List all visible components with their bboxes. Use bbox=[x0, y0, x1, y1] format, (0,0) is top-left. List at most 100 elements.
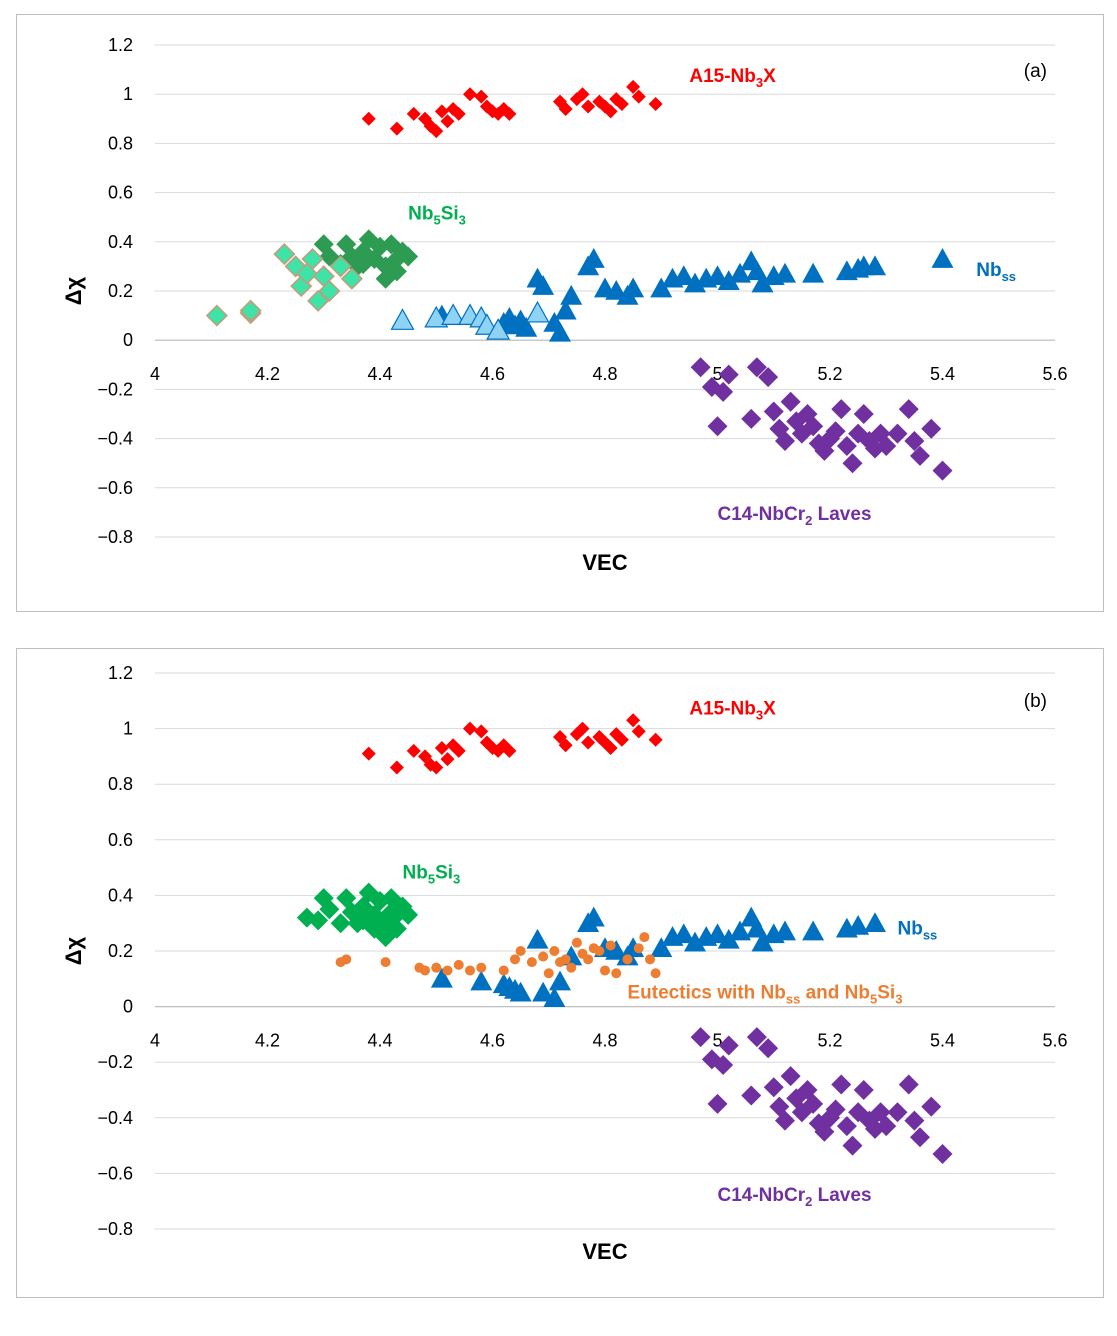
data-point bbox=[381, 902, 402, 923]
data-point bbox=[605, 280, 628, 300]
series-label-nbss: Nbss bbox=[898, 918, 938, 942]
data-point bbox=[758, 367, 779, 388]
label-subscript: 5 bbox=[433, 213, 440, 228]
data-point bbox=[842, 453, 863, 474]
data-point bbox=[465, 965, 475, 976]
data-point bbox=[853, 404, 874, 424]
data-point bbox=[560, 284, 583, 305]
data-point bbox=[543, 968, 554, 979]
data-point bbox=[831, 399, 852, 420]
data-point bbox=[375, 927, 396, 948]
data-point bbox=[515, 946, 526, 956]
data-point bbox=[718, 364, 739, 385]
data-point bbox=[390, 308, 415, 330]
data-point bbox=[626, 79, 641, 94]
y-tick-label: −0.6 bbox=[97, 1163, 133, 1183]
data-point bbox=[509, 981, 532, 1002]
data-point bbox=[307, 289, 330, 312]
data-point bbox=[532, 275, 555, 295]
data-point bbox=[633, 943, 644, 954]
data-point bbox=[361, 746, 376, 761]
y-tick-label: −0.8 bbox=[97, 1219, 133, 1239]
data-point bbox=[474, 89, 489, 104]
label-subscript: ss bbox=[1002, 269, 1016, 284]
x-tick-label: 4.4 bbox=[367, 1031, 392, 1051]
data-point bbox=[308, 910, 329, 931]
series-c14-nbcr2-laves bbox=[690, 357, 953, 481]
data-point bbox=[491, 743, 506, 758]
y-axis-title: Δχ bbox=[61, 936, 86, 965]
data-point bbox=[741, 1085, 762, 1106]
data-point bbox=[318, 279, 341, 303]
data-point bbox=[622, 954, 633, 965]
data-point bbox=[650, 968, 661, 979]
x-tick-label: 5.2 bbox=[817, 364, 842, 384]
data-point bbox=[429, 124, 444, 139]
data-point bbox=[717, 270, 740, 290]
data-point bbox=[386, 261, 407, 282]
x-tick-label: 5.4 bbox=[930, 364, 955, 384]
data-point bbox=[319, 899, 340, 920]
panel-label: (b) bbox=[1024, 691, 1047, 712]
data-point bbox=[775, 431, 795, 452]
data-point bbox=[571, 937, 582, 948]
data-point bbox=[645, 954, 655, 965]
x-tick-label: 5 bbox=[712, 1031, 722, 1051]
label-subscript: ss bbox=[786, 991, 800, 1006]
data-point bbox=[543, 987, 566, 1008]
data-point bbox=[386, 918, 407, 939]
y-tick-label: −0.4 bbox=[97, 429, 133, 449]
data-point bbox=[273, 243, 296, 266]
x-axis-title: VEC bbox=[582, 550, 627, 575]
label-subscript: 3 bbox=[756, 708, 763, 723]
data-point bbox=[582, 248, 605, 268]
data-point bbox=[560, 954, 571, 965]
data-point bbox=[600, 965, 610, 976]
data-point bbox=[672, 923, 695, 944]
data-point bbox=[904, 431, 925, 452]
data-point bbox=[429, 760, 444, 775]
data-point bbox=[434, 741, 449, 756]
data-point bbox=[847, 914, 870, 935]
label-text: and Nb bbox=[800, 982, 870, 1003]
series-label-eutectics: Eutectics with Nbss and Nb5Si3 bbox=[628, 982, 903, 1006]
data-point bbox=[614, 732, 629, 747]
y-tick-label: 0.4 bbox=[108, 885, 133, 905]
x-axis-title: VEC bbox=[582, 1239, 627, 1264]
y-tick-label: 0.2 bbox=[108, 281, 133, 301]
y-tick-label: 0 bbox=[123, 330, 133, 350]
y-tick-label: 0.8 bbox=[108, 133, 133, 153]
label-text: Si bbox=[877, 982, 895, 1003]
data-point bbox=[707, 416, 728, 437]
data-point bbox=[746, 357, 767, 378]
data-point bbox=[729, 262, 751, 283]
data-point bbox=[864, 255, 886, 276]
data-point bbox=[887, 1102, 908, 1123]
data-point bbox=[921, 418, 942, 439]
data-point bbox=[329, 255, 352, 278]
data-point bbox=[406, 743, 421, 758]
label-subscript: 2 bbox=[805, 1194, 812, 1209]
data-point bbox=[611, 968, 622, 979]
data-point bbox=[780, 1066, 801, 1087]
data-point bbox=[525, 300, 550, 323]
y-tick-label: 1 bbox=[123, 719, 133, 739]
data-point bbox=[746, 1027, 767, 1048]
data-point bbox=[690, 357, 711, 378]
data-point bbox=[581, 735, 596, 750]
data-point bbox=[631, 724, 646, 739]
y-tick-label: 1.2 bbox=[108, 663, 133, 683]
data-point bbox=[549, 321, 571, 342]
data-point bbox=[706, 923, 729, 944]
data-point bbox=[605, 940, 616, 951]
label-text: Si bbox=[441, 204, 459, 225]
x-tick-label: 5.2 bbox=[817, 1031, 842, 1051]
data-point bbox=[921, 1096, 942, 1117]
series-label-nbss: Nbss bbox=[976, 260, 1016, 284]
data-point bbox=[301, 247, 324, 271]
data-point bbox=[575, 87, 590, 102]
data-point bbox=[431, 962, 442, 973]
data-point bbox=[583, 954, 594, 965]
label-text: C14-NbCr bbox=[718, 1185, 806, 1206]
data-point bbox=[910, 445, 930, 466]
